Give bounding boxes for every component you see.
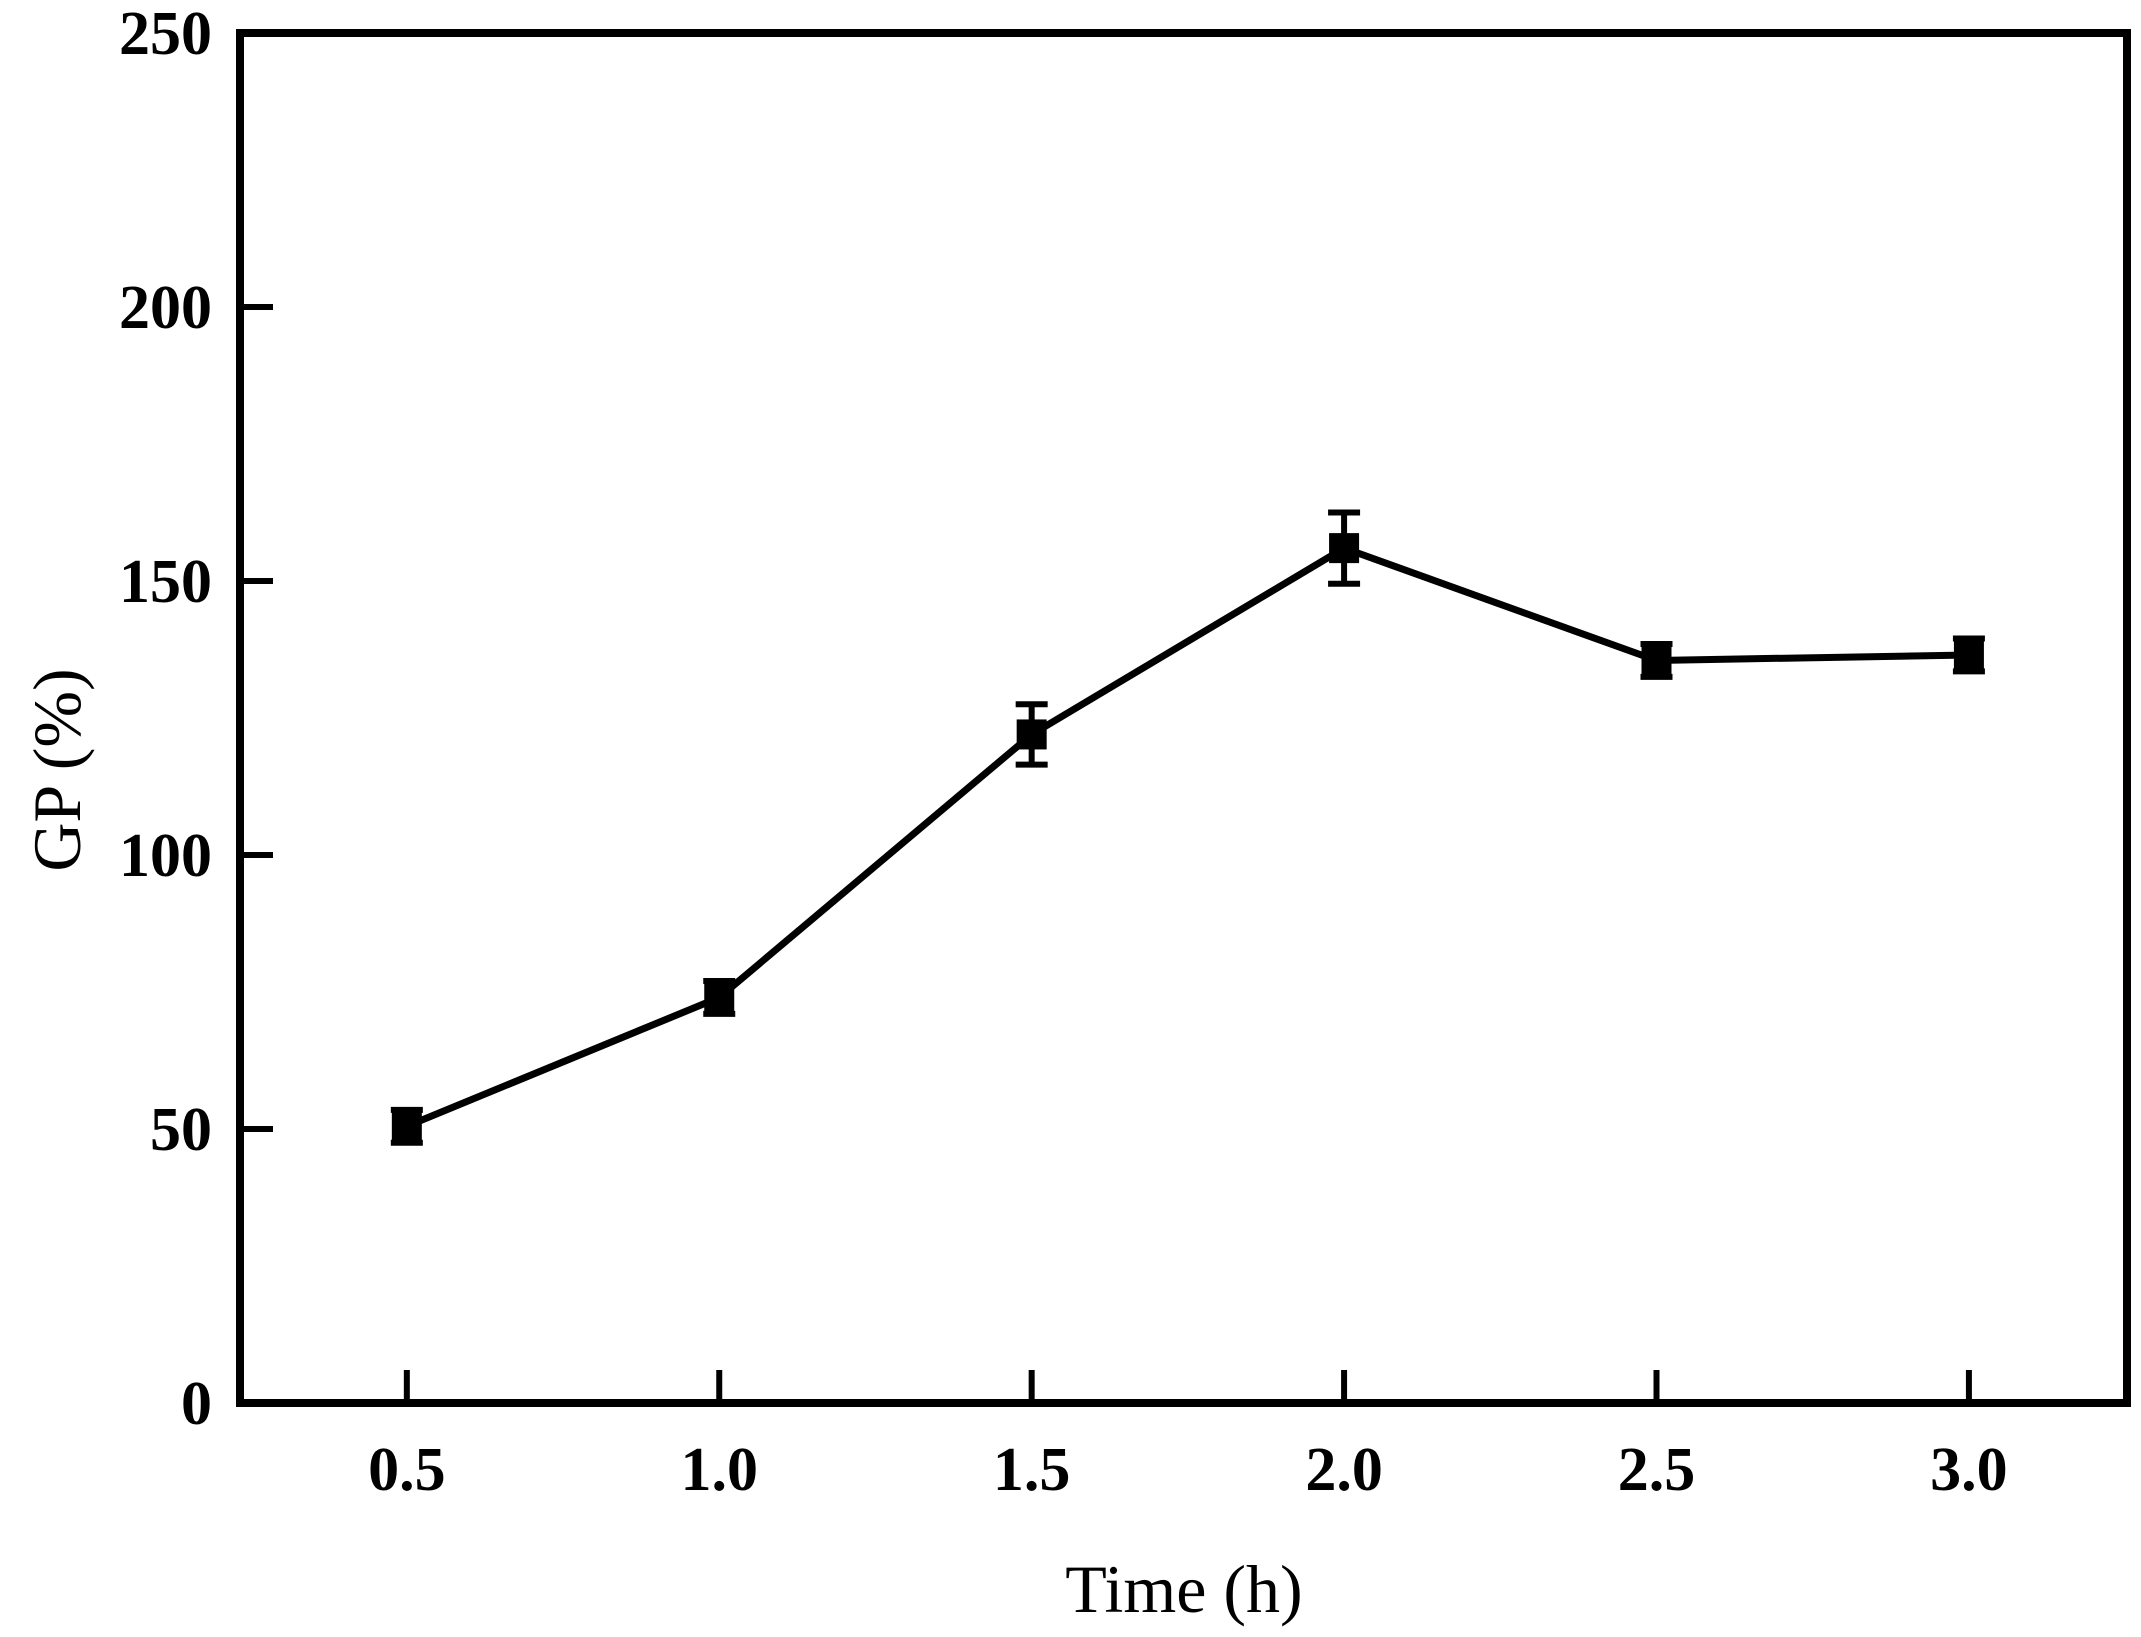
data-point-marker xyxy=(1641,645,1672,676)
y-axis-tick-label: 0 xyxy=(181,1370,212,1438)
data-point-marker xyxy=(704,982,735,1013)
data-point-marker xyxy=(1329,533,1360,564)
y-axis-tick-label: 250 xyxy=(119,0,212,68)
x-axis-tick-label: 2.5 xyxy=(1618,1436,1696,1504)
y-axis-tick-label: 150 xyxy=(119,548,212,616)
x-axis-tick-label: 3.0 xyxy=(1930,1436,2008,1504)
x-axis-title: Time (h) xyxy=(1065,1551,1302,1627)
x-axis-tick-label: 0.5 xyxy=(368,1436,446,1504)
x-axis-tick-label: 1.5 xyxy=(993,1436,1071,1504)
data-point-marker xyxy=(1953,639,1984,670)
x-axis-tick-label: 2.0 xyxy=(1305,1436,1383,1504)
chart-layer: 0 50 100 150 200 250 0.5 1.0 1.5 2.0 2.5 3.0 xyxy=(119,0,2131,1504)
y-axis-tick-label: 200 xyxy=(119,274,212,342)
y-axis-tick-label: 100 xyxy=(119,822,212,890)
x-axis-tick-label: 1.0 xyxy=(680,1436,758,1504)
y-axis-tick-label: 50 xyxy=(150,1096,212,1164)
data-series-line xyxy=(405,544,1969,1130)
data-point-marker xyxy=(1016,719,1047,750)
y-axis-title: GP (%) xyxy=(19,668,95,871)
data-point-marker xyxy=(391,1111,422,1142)
plot-frame xyxy=(236,29,2131,1407)
